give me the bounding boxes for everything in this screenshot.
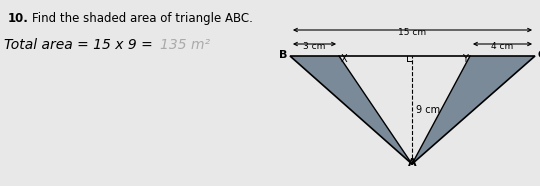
Text: B: B xyxy=(279,50,287,60)
Polygon shape xyxy=(412,56,535,164)
Text: 135 m²: 135 m² xyxy=(160,38,210,52)
Text: A: A xyxy=(408,158,416,168)
Text: Total area = 15 x 9 =: Total area = 15 x 9 = xyxy=(4,38,157,52)
Text: Find the shaded area of triangle ABC.: Find the shaded area of triangle ABC. xyxy=(32,12,253,25)
Text: C: C xyxy=(538,50,540,60)
Polygon shape xyxy=(290,56,412,164)
Text: 9 cm: 9 cm xyxy=(416,105,440,115)
Text: 10.: 10. xyxy=(8,12,29,25)
Text: 15 cm: 15 cm xyxy=(399,28,427,37)
Text: 4 cm: 4 cm xyxy=(491,42,514,51)
Text: 3 cm: 3 cm xyxy=(303,42,326,51)
Text: X: X xyxy=(341,54,348,64)
Text: Y: Y xyxy=(462,54,468,64)
